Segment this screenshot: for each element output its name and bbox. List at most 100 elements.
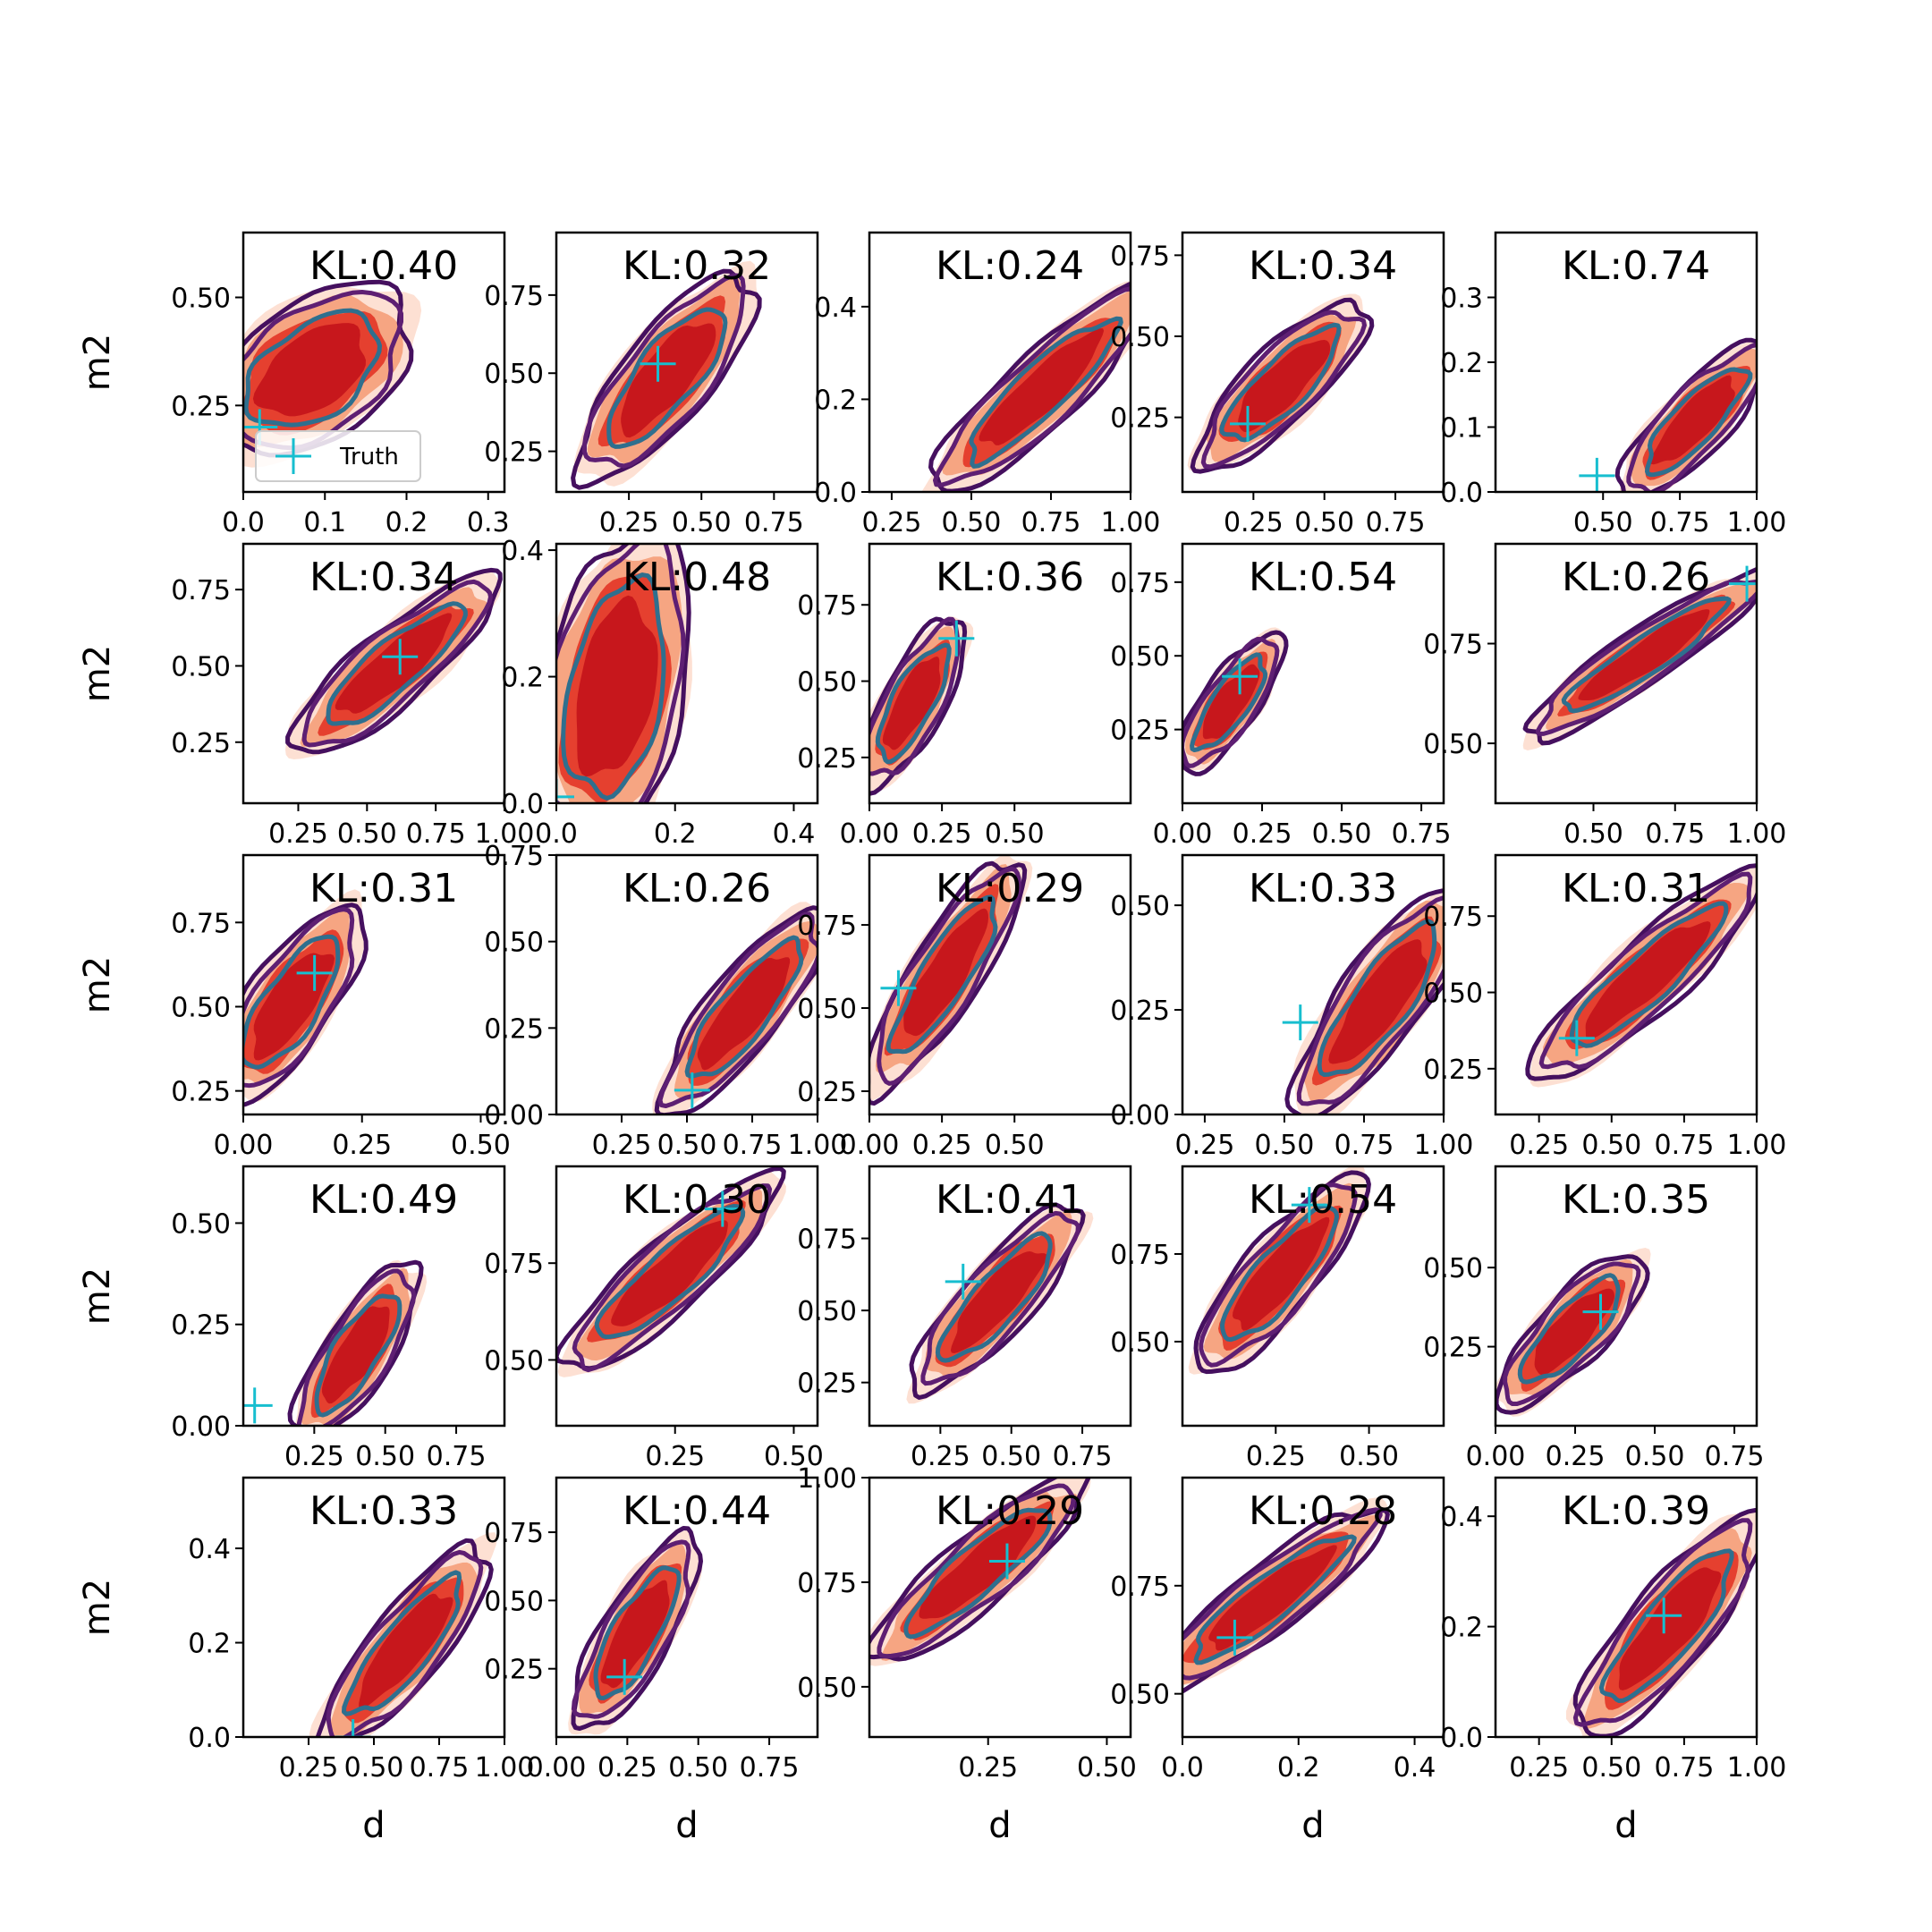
panel-3: 0.25 0.50 0.75 1.00 0.0 0.2 0.4 KL:0.24	[814, 231, 1160, 538]
panel-16: 0.25 0.50 0.75 0.00 0.25 0.50 KL:0.49 m2	[77, 1165, 506, 1472]
contour-line-2	[243, 290, 403, 451]
contour-line-2	[869, 616, 961, 776]
y-tick-label: 0.50	[171, 284, 231, 315]
y-tick-label: 0.25	[1423, 1333, 1483, 1364]
density-fill-level-4	[1585, 921, 1711, 1040]
contour-line-3	[606, 307, 728, 449]
contour-line-1	[1190, 297, 1375, 474]
y-tick-label: 0.3	[1440, 284, 1483, 315]
x-tick-label: 0.00	[527, 1752, 587, 1784]
truth-marker	[335, 1719, 371, 1737]
x-tick-label: 0.00	[214, 1130, 274, 1161]
contour-line-2	[1503, 1261, 1641, 1406]
truth-marker	[382, 639, 419, 675]
kl-label: KL:0.31	[309, 866, 458, 911]
kl-label: KL:0.48	[623, 555, 771, 600]
x-tick-label: 0.50	[355, 1441, 415, 1472]
panel-14: 0.25 0.50 0.75 1.000.000.250.50 KL:0.33	[1110, 853, 1473, 1161]
kl-label: KL:0.26	[623, 866, 771, 911]
x-tick-label: 0.50	[981, 1441, 1041, 1472]
contour-line-2	[920, 1210, 1080, 1386]
truth-marker	[296, 954, 333, 991]
contour-line-2	[582, 273, 746, 469]
contour-line-3	[243, 934, 341, 1070]
y-tick-label: 0.25	[1423, 1055, 1483, 1086]
contour-line-2	[877, 866, 1021, 1086]
x-tick-label: 0.50	[1625, 1441, 1685, 1472]
x-tick-label: 1.00	[1727, 818, 1787, 850]
contour-line-2	[1182, 1507, 1383, 1681]
contour-line-2	[933, 286, 1131, 487]
density-fill-level-4	[576, 595, 658, 777]
contour-line-3	[1220, 1203, 1339, 1343]
plot-area	[1579, 337, 1757, 492]
x-tick-label: 0.00	[840, 818, 900, 850]
density-fill-level-4	[600, 1580, 670, 1689]
axes-frame	[1181, 1165, 1445, 1428]
y-tick-label: 0.75	[797, 1568, 857, 1599]
x-tick-label: 0.50	[764, 1441, 824, 1472]
contour-line-2	[1535, 579, 1757, 736]
y-tick-label: 0.4	[1440, 1502, 1483, 1533]
plot-area	[869, 616, 975, 796]
x-tick-label: 0.2	[1277, 1752, 1320, 1784]
truth-marker	[640, 345, 676, 382]
panel-17: 0.25 0.50 0.50 0.75 KL:0.30	[484, 1165, 824, 1472]
y-tick-label: 0.75	[1110, 568, 1170, 599]
x-tick-label: 0.25	[958, 1752, 1018, 1784]
density-fill-level-4	[1618, 1567, 1722, 1690]
x-tick-label: 1.00	[475, 1752, 535, 1784]
x-tick-label: 0.2	[654, 818, 697, 850]
x-tick-label: 0.50	[657, 1130, 717, 1161]
x-tick-label: 1.00	[1727, 507, 1787, 538]
contour-line-1	[556, 544, 691, 803]
x-tick-label: 0.75	[1021, 507, 1081, 538]
density-fill-level-4	[359, 1593, 453, 1709]
panel-5: 0.50 0.75 1.00 0.0 0.1 0.2 0.3 KL:0.74	[1440, 231, 1787, 538]
y-tick-label: 0.75	[484, 1518, 544, 1549]
density-fill-level-4	[919, 1515, 1037, 1619]
contour-line-1	[1182, 1507, 1390, 1694]
density-fill-level-4	[950, 1251, 1047, 1353]
truth-marker	[243, 1387, 273, 1424]
x-tick-label: 0.75	[1650, 507, 1710, 538]
x-tick-label: 0.50	[451, 1130, 511, 1161]
kl-label: KL:0.54	[1249, 1177, 1397, 1223]
x-tick-label: 0.00	[1466, 1441, 1526, 1472]
y-tick-label: 0.75	[171, 575, 231, 606]
x-tick-label: 0.50	[985, 1130, 1045, 1161]
density-fill-level-4	[621, 323, 716, 438]
y-tick-label: 0.1	[1440, 413, 1483, 445]
contour-line-1	[315, 1538, 494, 1737]
panel-8: 0.00 0.25 0.50 0.25 0.50 0.75 KL:0.36	[797, 542, 1132, 850]
x-tick-label: 0.00	[1153, 818, 1213, 850]
x-tick-label: 0.25	[1175, 1130, 1235, 1161]
x-tick-label: 0.50	[1581, 1752, 1641, 1784]
contour-line-2	[657, 911, 818, 1108]
x-tick-label: 0.2	[386, 507, 428, 538]
density-fill-level-4	[252, 323, 366, 417]
truth-marker	[606, 1658, 643, 1695]
contour-line-2	[1572, 1518, 1753, 1727]
truth-marker	[938, 620, 975, 657]
plot-area	[1282, 886, 1444, 1114]
axes-frame	[1181, 1476, 1445, 1739]
contour-line-2	[571, 1539, 691, 1719]
x-tick-label: 0.00	[840, 1130, 900, 1161]
contour-line-3	[969, 316, 1123, 469]
y-tick-label: 0.50	[484, 1345, 544, 1377]
plot-area	[1565, 1508, 1757, 1737]
x-tick-label: 0.4	[1394, 1752, 1436, 1784]
contour-line-1	[285, 567, 503, 755]
plot-area	[309, 1532, 498, 1737]
plot-area	[556, 1166, 786, 1377]
x-tick-label: 0.75	[1366, 507, 1426, 538]
contour-line-1	[571, 268, 762, 490]
y-axis-label: m2	[77, 1579, 118, 1636]
x-axis-label: d	[1614, 1805, 1637, 1846]
kl-label: KL:0.29	[936, 1488, 1084, 1534]
kl-label: KL:0.44	[623, 1488, 771, 1534]
x-tick-label: 0.25	[284, 1441, 344, 1472]
x-tick-label: 0.25	[597, 1752, 657, 1784]
